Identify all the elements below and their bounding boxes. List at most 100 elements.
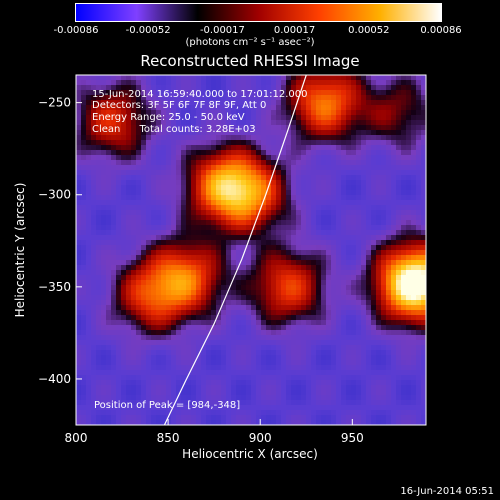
heatmap-cell [376,120,382,126]
heatmap-cell [121,355,127,361]
heatmap-cell [401,250,407,256]
heatmap-cell [141,375,147,381]
heatmap-cell [171,235,177,241]
heatmap-cell [376,300,382,306]
heatmap-cell [171,250,177,256]
heatmap-cell [146,105,152,111]
heatmap-cell [266,220,272,226]
heatmap-cell [171,110,177,116]
heatmap-cell [186,405,192,411]
heatmap-cell [141,320,147,326]
heatmap-cell [166,175,172,181]
heatmap-cell [156,75,162,81]
heatmap-cell [286,90,292,96]
heatmap-cell [306,180,312,186]
heatmap-cell [386,390,392,396]
heatmap-cell [221,240,227,246]
heatmap-cell [286,280,292,286]
heatmap-cell [126,200,132,206]
heatmap-cell [106,305,112,311]
heatmap-cell [261,165,267,171]
heatmap-cell [221,270,227,276]
heatmap-cell [216,210,222,216]
heatmap-cell [306,355,312,361]
heatmap-cell [316,270,322,276]
heatmap-cell [186,205,192,211]
heatmap-cell [141,250,147,256]
heatmap-cell [116,365,122,371]
heatmap-cell [316,140,322,146]
heatmap-cell [316,400,322,406]
heatmap-cell [271,260,277,266]
heatmap-cell [381,310,387,316]
heatmap-cell [96,120,102,126]
heatmap-cell [76,265,82,271]
heatmap-cell [141,335,147,341]
heatmap-cell [416,285,422,291]
heatmap-cell [391,120,397,126]
heatmap-cell [86,195,92,201]
heatmap-cell [176,315,182,321]
heatmap-cell [416,110,422,116]
heatmap-cell [371,210,377,216]
heatmap-cell [76,320,82,326]
heatmap-cell [401,175,407,181]
heatmap-cell [411,75,417,81]
heatmap-cell [366,315,372,321]
heatmap-cell [221,160,227,166]
heatmap-cell [136,85,142,91]
heatmap-cell [101,310,107,316]
heatmap-cell [281,390,287,396]
heatmap-cell [111,225,117,231]
heatmap-cell [316,240,322,246]
heatmap-cell [221,285,227,291]
heatmap-cell [146,345,152,351]
heatmap-cell [391,80,397,86]
heatmap-cell [106,75,112,81]
heatmap-cell [311,320,317,326]
heatmap-cell [296,250,302,256]
heatmap-cell [136,325,142,331]
heatmap-cell [421,320,426,326]
heatmap-cell [186,355,192,361]
heatmap-cell [156,385,162,391]
heatmap-cell [316,265,322,271]
heatmap-cell [171,390,177,396]
heatmap-cell [181,420,187,425]
heatmap-cell [376,355,382,361]
heatmap-cell [381,350,387,356]
heatmap-cell [321,215,327,221]
heatmap-cell [116,300,122,306]
heatmap-cell [371,280,377,286]
heatmap-cell [416,395,422,401]
heatmap-cell [391,205,397,211]
heatmap-cell [256,180,262,186]
heatmap-cell [311,190,317,196]
heatmap-cell [396,280,402,286]
heatmap-cell [376,150,382,156]
heatmap-cell [316,120,322,126]
heatmap-cell [156,160,162,166]
heatmap-cell [236,355,242,361]
colorbar-unit-label: (photons cm⁻² s⁻¹ asec⁻²) [185,37,315,48]
heatmap-cell [226,210,232,216]
heatmap-cell [91,375,97,381]
heatmap-cell [201,295,207,301]
heatmap-cell [421,195,426,201]
heatmap-cell [206,295,212,301]
heatmap-cell [191,90,197,96]
heatmap-cell [321,155,327,161]
heatmap-cell [141,360,147,366]
heatmap-cell [171,115,177,121]
heatmap-cell [351,385,357,391]
heatmap-cell [281,420,287,425]
heatmap-cell [161,155,167,161]
heatmap-cell [131,260,137,266]
heatmap-cell [311,295,317,301]
heatmap-cell [251,155,257,161]
heatmap-cell [266,310,272,316]
heatmap-cell [176,195,182,201]
heatmap-cell [251,185,257,191]
heatmap-cell [101,330,107,336]
heatmap-cell [341,205,347,211]
